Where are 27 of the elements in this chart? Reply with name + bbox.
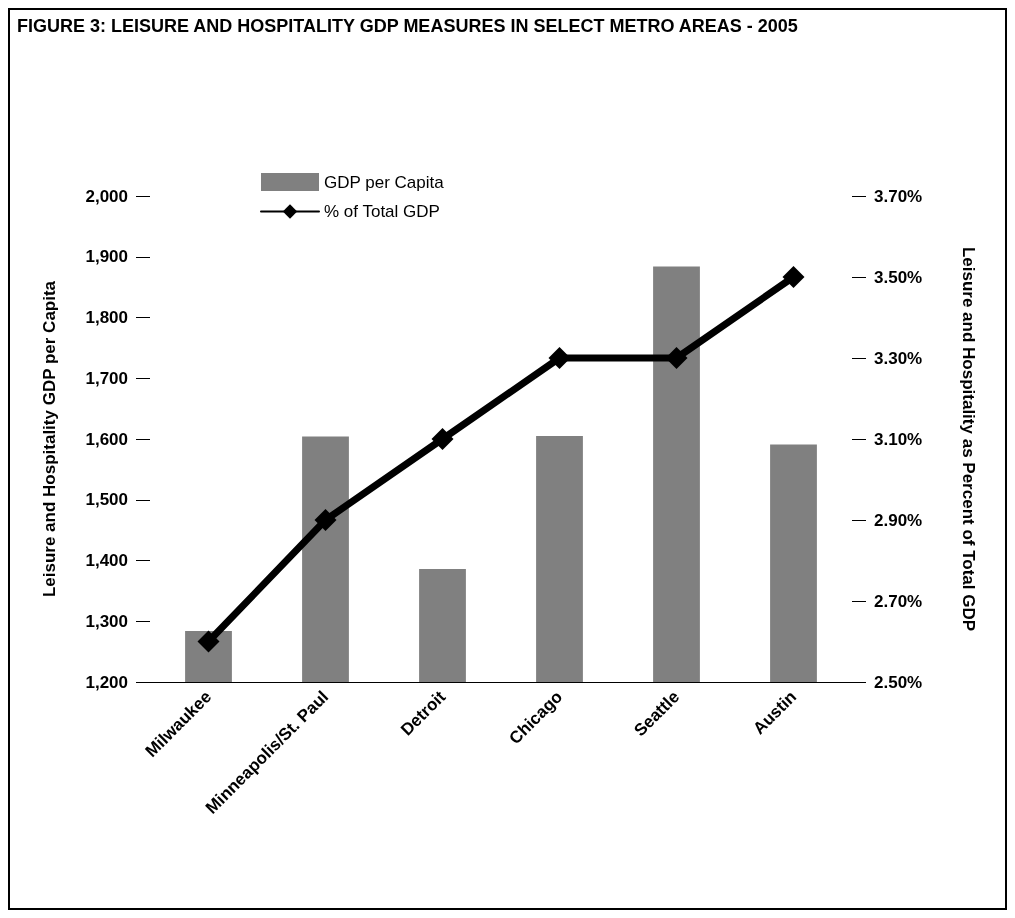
y2-tick-label: 3.70% (874, 186, 923, 206)
point (197, 630, 220, 653)
y-tick-label: 1,500 (85, 490, 128, 510)
y2-tick-label: 3.30% (874, 348, 923, 368)
y-tick-label: 1,300 (85, 611, 128, 631)
point (431, 428, 454, 450)
y2-tick-label: 2.70% (874, 591, 923, 611)
y-axis-title: Leisure and Hospitality GDP per Capita (40, 280, 59, 598)
y-tick-label: 1,400 (85, 551, 128, 570)
point (314, 509, 337, 531)
y-tick-label: 1,200 (85, 672, 128, 692)
point (665, 347, 688, 369)
legend-label: GDP per Capita (324, 172, 445, 192)
point (548, 347, 571, 369)
y2-tick-label: 2.50% (874, 672, 923, 692)
legend-label: % of Total GDP (324, 202, 440, 221)
y-tick-label: 2,000 (85, 186, 128, 206)
y-tick-label: 1,900 (85, 247, 128, 267)
y2-tick-label: 2.90% (874, 510, 923, 530)
chart-title: FIGURE 3: LEISURE AND HOSPITALITY GDP MEASURES IN SELECT METRO AREAS - 2005 (17, 16, 798, 36)
y2-tick-label: 3.10% (874, 429, 923, 449)
point (782, 266, 805, 288)
y2-tick-label: 3.50% (874, 267, 923, 287)
y-tick-label: 1,700 (85, 368, 128, 388)
y-tick-label: 1,600 (85, 429, 128, 449)
y-tick-label: 1,800 (85, 308, 128, 327)
y2-axis-title: Leisure and Hospitality as Percent of Total GDP (959, 246, 978, 632)
